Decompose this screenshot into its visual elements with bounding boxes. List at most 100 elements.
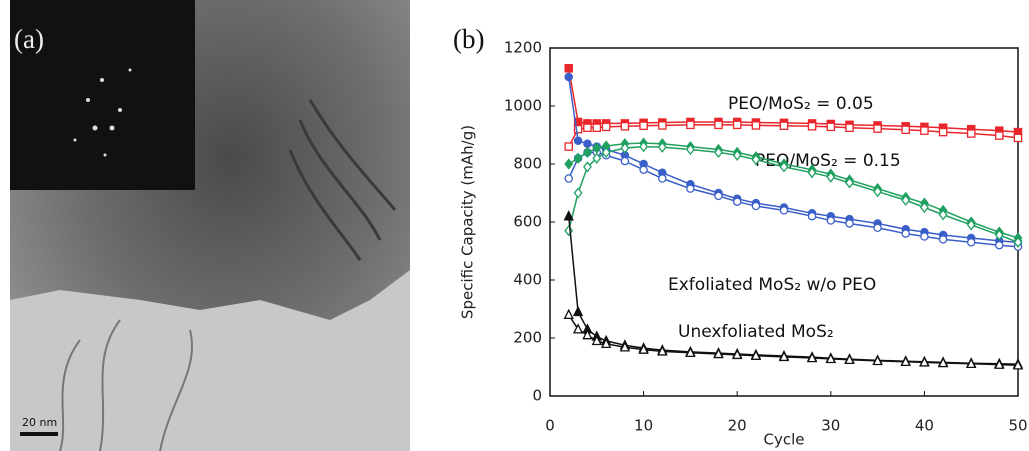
panel-a: (a) 20 nm bbox=[10, 0, 410, 451]
marker bbox=[582, 329, 593, 340]
marker bbox=[919, 356, 930, 367]
marker bbox=[901, 194, 911, 206]
marker bbox=[1012, 359, 1024, 370]
marker bbox=[714, 146, 723, 159]
marker bbox=[825, 352, 836, 364]
x-tick-label: 20 bbox=[728, 417, 747, 435]
annotation: PEO/MoS₂ = 0.15 bbox=[755, 151, 901, 171]
marker bbox=[620, 156, 630, 166]
marker bbox=[639, 165, 648, 175]
thin-region bbox=[10, 270, 410, 451]
marker bbox=[658, 174, 667, 183]
marker bbox=[845, 177, 854, 189]
marker bbox=[845, 123, 854, 133]
marker bbox=[564, 225, 574, 237]
y-tick-label: 1200 bbox=[504, 39, 542, 57]
y-tick-label: 800 bbox=[513, 155, 542, 173]
marker bbox=[573, 136, 583, 146]
marker bbox=[658, 121, 667, 130]
marker bbox=[564, 64, 573, 73]
marker bbox=[657, 141, 667, 153]
plot-area bbox=[549, 47, 1019, 397]
marker bbox=[563, 308, 574, 320]
marker bbox=[714, 120, 723, 130]
y-tick-label: 600 bbox=[513, 213, 542, 231]
marker bbox=[807, 211, 817, 221]
marker bbox=[620, 142, 630, 154]
marker bbox=[564, 142, 573, 151]
marker bbox=[778, 350, 790, 362]
marker bbox=[573, 124, 583, 134]
marker bbox=[601, 146, 611, 159]
marker bbox=[1013, 133, 1023, 143]
layers bbox=[288, 99, 397, 261]
marker bbox=[686, 184, 695, 193]
y-tick-label: 1000 bbox=[504, 97, 542, 115]
x-tick-label: 50 bbox=[1008, 417, 1027, 435]
y-tick-label: 200 bbox=[513, 329, 542, 347]
marker bbox=[966, 238, 976, 247]
marker bbox=[919, 201, 929, 214]
annotation: Unexfoliated MoS₂ bbox=[678, 322, 834, 342]
marker bbox=[732, 197, 742, 206]
marker bbox=[714, 191, 723, 201]
diffraction-inset bbox=[10, 0, 195, 190]
x-tick-label: 0 bbox=[545, 417, 555, 435]
marker bbox=[732, 149, 742, 161]
marker bbox=[779, 161, 789, 173]
marker bbox=[937, 356, 949, 368]
marker bbox=[564, 158, 574, 170]
scale-bar bbox=[20, 432, 58, 436]
panel-b: (b) Cycle Specific Capacity (mAh/g) PEO/… bbox=[453, 24, 1028, 448]
marker bbox=[686, 120, 695, 130]
marker bbox=[900, 355, 911, 367]
marker bbox=[638, 343, 649, 354]
marker bbox=[751, 201, 761, 211]
marker bbox=[873, 185, 883, 198]
marker bbox=[592, 152, 602, 164]
marker bbox=[751, 121, 761, 130]
y-tick-label: 0 bbox=[532, 387, 542, 405]
marker bbox=[1013, 236, 1023, 248]
marker bbox=[873, 124, 882, 133]
fringes bbox=[59, 319, 193, 451]
marker bbox=[779, 206, 789, 215]
y-tick-label: 400 bbox=[513, 271, 542, 289]
marker bbox=[620, 122, 630, 131]
marker bbox=[826, 122, 836, 132]
marker bbox=[591, 334, 602, 346]
marker bbox=[639, 121, 648, 130]
panel-label: (b) bbox=[453, 24, 484, 54]
marker bbox=[938, 127, 948, 137]
marker bbox=[995, 240, 1004, 250]
marker bbox=[713, 347, 724, 359]
marker bbox=[920, 232, 929, 241]
diffraction-spots bbox=[73, 68, 132, 157]
y-axis-label: Specific Capacity (mAh/g) bbox=[459, 125, 477, 319]
marker bbox=[572, 323, 584, 334]
marker bbox=[807, 122, 817, 131]
marker bbox=[639, 140, 649, 153]
marker bbox=[583, 161, 592, 173]
annotation: PEO/MoS₂ = 0.05 bbox=[728, 94, 874, 114]
marker bbox=[592, 123, 602, 133]
marker bbox=[601, 337, 612, 349]
marker bbox=[995, 131, 1004, 140]
scale-bar-label: 20 nm bbox=[22, 416, 57, 429]
marker bbox=[583, 139, 592, 148]
marker bbox=[966, 219, 976, 231]
marker bbox=[994, 358, 1005, 369]
marker bbox=[563, 210, 574, 221]
marker bbox=[966, 357, 977, 369]
marker bbox=[920, 126, 929, 135]
marker bbox=[685, 346, 696, 358]
marker bbox=[564, 72, 573, 82]
marker bbox=[732, 348, 743, 360]
marker bbox=[572, 305, 584, 317]
marker bbox=[826, 171, 836, 183]
panel-label: (a) bbox=[14, 24, 44, 54]
x-tick-label: 40 bbox=[915, 417, 934, 435]
marker bbox=[901, 125, 910, 135]
x-axis-label: Cycle bbox=[764, 431, 805, 449]
